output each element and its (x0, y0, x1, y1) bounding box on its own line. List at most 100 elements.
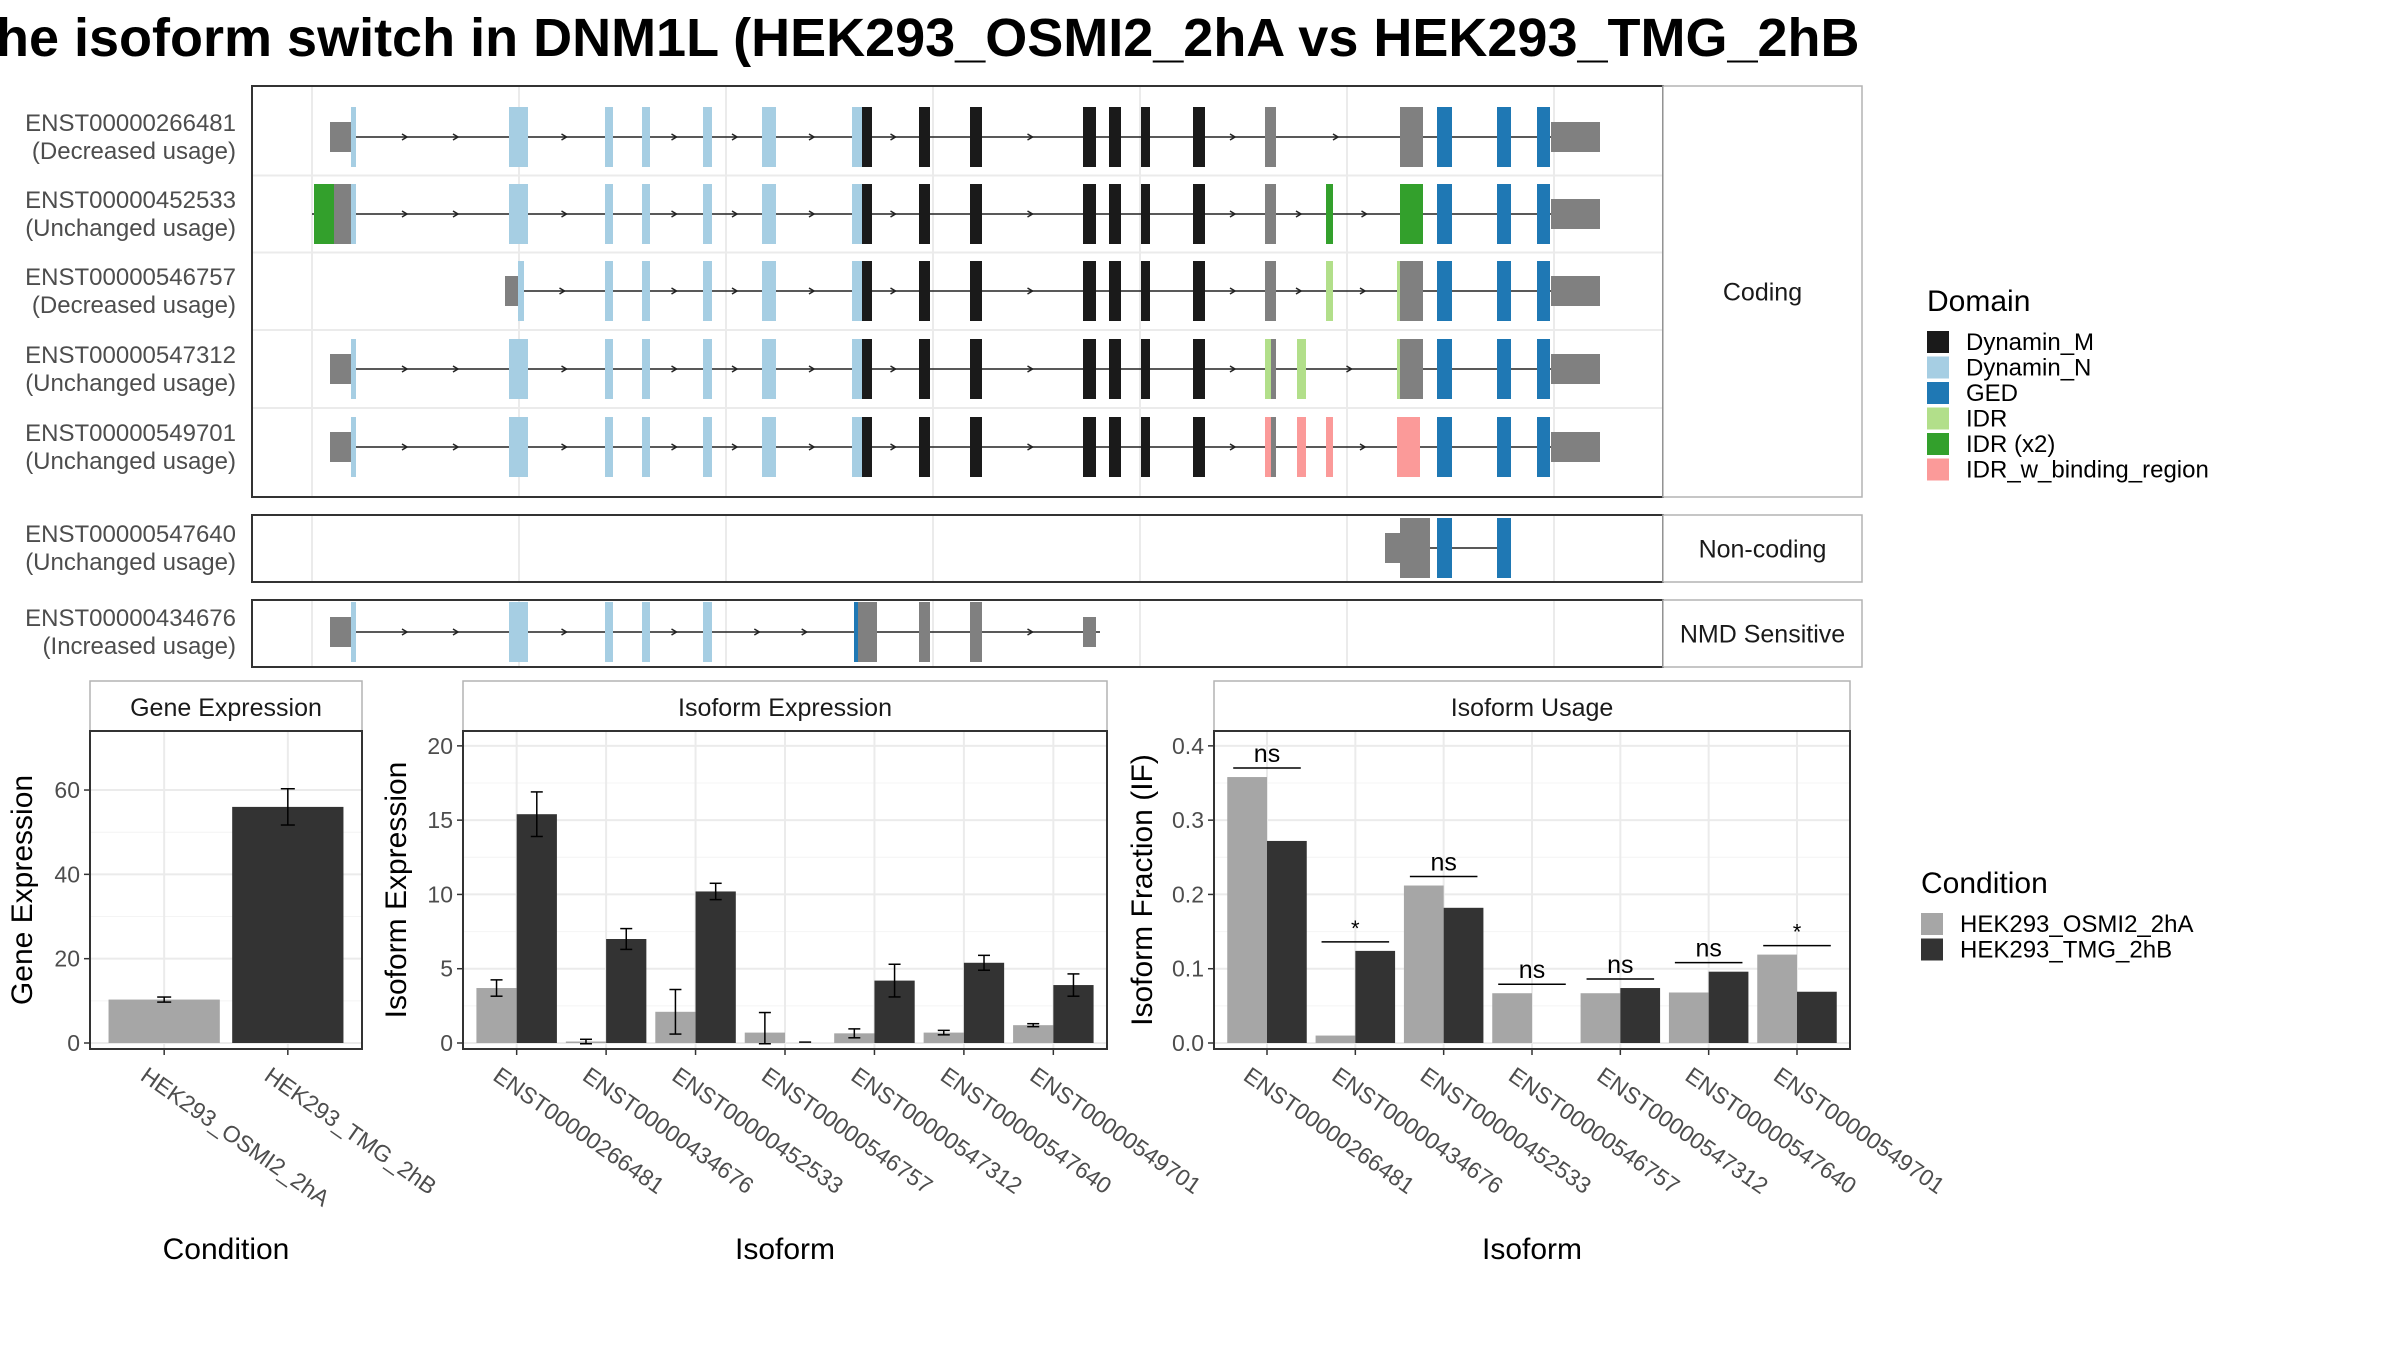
transcript-ENST00000547640: ENST00000547640(Unchanged usage) (25, 518, 1511, 578)
intron-arrow (890, 365, 897, 373)
transcript-usage-label: (Decreased usage) (32, 138, 236, 165)
intron-arrow (1346, 365, 1353, 373)
exon-block (509, 417, 528, 477)
intron-arrow (1027, 628, 1034, 636)
transcript-id-label: ENST00000547312 (25, 342, 236, 369)
transcript-id-label: ENST00000549701 (25, 420, 236, 447)
exon-block (1141, 107, 1150, 167)
legend-label: Dynamin_N (1966, 355, 2091, 382)
intron-arrow (731, 365, 739, 373)
y-tick-label: 20 (54, 946, 80, 972)
intron-arrow (808, 133, 816, 141)
bar-HEK293_TMG_2hB (232, 806, 344, 1043)
significance-label: ns (1607, 951, 1633, 979)
legend-label: IDR_w_binding_region (1966, 457, 2209, 484)
chart-panel-isoform-expression: Isoform Expression05101520ENST0000026648… (380, 680, 1206, 1266)
y-tick-label: 0 (440, 1030, 453, 1056)
exon-block (862, 184, 872, 244)
exon-block (330, 432, 351, 462)
significance-label: * (1351, 916, 1360, 941)
exon-block (970, 184, 982, 244)
exon-block (1141, 339, 1150, 399)
exon-block (330, 354, 351, 384)
legend-label: HEK293_TMG_2hB (1960, 937, 2172, 964)
transcript-usage-label: (Unchanged usage) (25, 215, 236, 242)
transcript-usage-label: (Unchanged usage) (25, 448, 236, 475)
intron-arrow (561, 443, 568, 451)
bar-HEK293_OSMI2_2hA-ENST00000434676 (1315, 1035, 1356, 1043)
exon-block (1497, 518, 1511, 578)
exon-block (642, 184, 650, 244)
y-tick-label: 0.0 (1172, 1030, 1204, 1056)
exon-block (852, 417, 862, 477)
intron-arrow (801, 628, 809, 636)
intron-arrow (1359, 443, 1367, 451)
y-axis-label: Gene Expression (6, 775, 39, 1005)
exon-block (1497, 417, 1511, 477)
facet-strip (1662, 599, 1863, 668)
transcript-usage-label: (Unchanged usage) (25, 549, 236, 576)
error-bar (280, 788, 295, 826)
error-bar (888, 963, 901, 998)
exon-block (1109, 184, 1121, 244)
bar-HEK293_OSMI2_2hA-ENST00000549701 (1013, 1025, 1054, 1043)
transcript-usage-label: (Decreased usage) (32, 292, 236, 319)
intron-arrow (890, 133, 897, 141)
exon-block (1400, 518, 1430, 578)
exon-block (1141, 261, 1150, 321)
exon-block (762, 261, 776, 321)
y-tick-label: 0.2 (1172, 881, 1204, 907)
exon-block (1193, 339, 1205, 399)
structure-group-nmd-sensitive: ENST00000434676(Increased usage) NMD Sens… (25, 599, 1863, 668)
exon-block (703, 107, 712, 167)
intron-arrow (671, 133, 678, 141)
exon-block (1537, 184, 1550, 244)
intron-arrow (731, 287, 739, 295)
exon-block (1193, 261, 1205, 321)
intron-arrow (808, 287, 816, 295)
intron-arrow (671, 365, 678, 373)
exon-block (1537, 107, 1550, 167)
chart-panel-title: Isoform Expression (678, 694, 892, 722)
y-tick-label: 15 (427, 807, 453, 833)
structure-group-coding: ENST00000266481(Decreased usage) ENST0000… (25, 85, 1863, 498)
bar-HEK293_TMG_2hB-ENST00000452533 (1443, 907, 1484, 1043)
intron-arrow (1229, 287, 1237, 295)
transcript-ENST00000266481: ENST00000266481(Decreased usage) (25, 107, 1600, 167)
intron-arrow (890, 443, 897, 451)
exon-block (351, 107, 356, 167)
exon-block (852, 107, 862, 167)
exon-block (1297, 417, 1306, 477)
transcript-ENST00000549701: ENST00000549701(Unchanged usage) (25, 417, 1600, 477)
exon-block (1109, 417, 1121, 477)
intron-arrow (753, 628, 761, 636)
bar-HEK293_OSMI2_2hA-ENST00000547640 (1668, 992, 1709, 1043)
error-bar (579, 1038, 592, 1045)
bar-HEK293_OSMI2_2hA-ENST00000546757 (1492, 993, 1532, 1043)
legend-title: Domain (1927, 285, 2030, 318)
error-bar (848, 1028, 861, 1039)
exon-block (1437, 339, 1452, 399)
intron-arrow (731, 443, 739, 451)
intron-arrow (1295, 287, 1303, 295)
exon-block (862, 107, 872, 167)
facet-strip-label: NMD Sensitive (1680, 621, 1845, 649)
intron-arrow (561, 133, 568, 141)
exon-block (1326, 184, 1333, 244)
bar-HEK293_TMG_2hB-ENST00000266481 (516, 814, 557, 1043)
legend-label: IDR (x2) (1966, 431, 2055, 458)
exon-block (642, 417, 650, 477)
exon-block (330, 122, 351, 152)
exon-block (351, 417, 356, 477)
exon-block (970, 339, 982, 399)
exon-block (334, 184, 351, 244)
legend-swatch (1927, 382, 1949, 404)
exon-block (862, 261, 872, 321)
bar-HEK293_TMG_2hB-ENST00000547640 (1708, 971, 1749, 1043)
intron-arrow (561, 365, 568, 373)
exon-block (1437, 107, 1452, 167)
exon-block (919, 339, 930, 399)
legend-swatch (1927, 407, 1949, 430)
